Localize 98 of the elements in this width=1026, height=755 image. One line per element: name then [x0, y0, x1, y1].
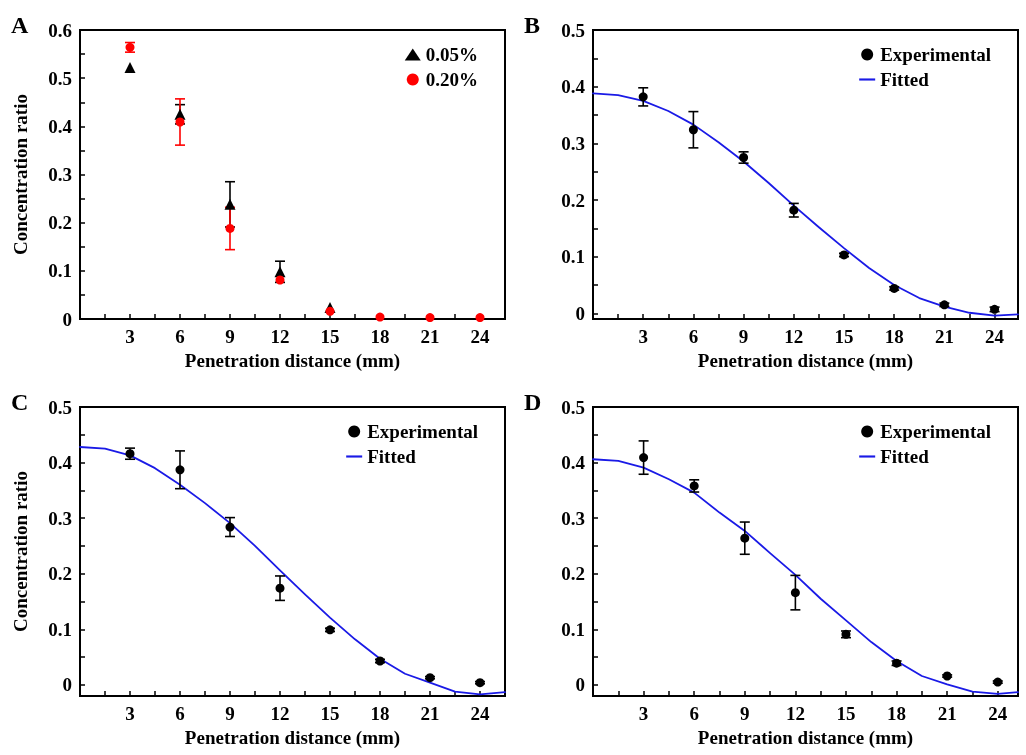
y-tick-label: 0.1	[561, 618, 585, 640]
point	[688, 125, 698, 135]
x-tick-label: 21	[934, 326, 954, 347]
x-tick-label: 9	[225, 326, 235, 347]
legend-label: Fitted	[880, 446, 930, 467]
x-tick-label: 18	[887, 703, 907, 724]
x-tick-label: 12	[270, 326, 290, 347]
y-tick-label: 0.3	[561, 507, 585, 529]
point	[475, 678, 485, 688]
point	[224, 198, 236, 210]
x-axis-title: Penetration distance (mm)	[697, 350, 914, 372]
point	[175, 465, 185, 475]
x-tick-label: 15	[320, 703, 340, 724]
y-tick-label: 0.2	[48, 563, 72, 585]
chart-title: D	[524, 389, 542, 415]
x-tick-label: 3	[125, 703, 135, 724]
y-tick-label: 0.1	[48, 260, 72, 282]
x-tick-label: 24	[988, 703, 1008, 724]
x-tick-label: 12	[784, 326, 804, 347]
y-tick-label: 0.6	[48, 19, 72, 41]
y-tick-label: 0.4	[561, 76, 586, 98]
legend-label: Experimental	[880, 44, 992, 65]
x-tick-label: 6	[175, 703, 185, 724]
x-tick-label: 24	[470, 326, 490, 347]
legend-label: 0.20%	[425, 69, 478, 90]
y-tick-label: 0.3	[48, 164, 72, 185]
y-tick-label: 0.4	[561, 452, 586, 474]
legend-label: Experimental	[367, 421, 479, 442]
y-tick-label: 0.5	[561, 19, 585, 41]
y-tick-label: 0.5	[48, 396, 72, 418]
x-tick-label: 24	[985, 326, 1005, 347]
legend-label: Fitted	[367, 446, 417, 467]
x-tick-label: 6	[688, 326, 699, 347]
chart-title: A	[11, 12, 29, 38]
point	[124, 62, 136, 74]
point	[275, 275, 285, 285]
y-tick-label: 0.3	[561, 132, 585, 154]
x-axis-title: Penetration distance (mm)	[184, 727, 401, 749]
y-tick-label: 0	[575, 302, 585, 324]
x-tick-label: 18	[370, 703, 390, 724]
chart-title: B	[524, 12, 541, 38]
x-tick-label: 12	[270, 703, 290, 724]
x-axis-title: Penetration distance (mm)	[184, 350, 401, 372]
y-tick-label: 0	[62, 674, 72, 696]
x-tick-label: 6	[175, 326, 185, 347]
y-axis-title: Concentration ratio	[10, 471, 31, 632]
x-tick-label: 21	[420, 703, 440, 724]
chart-title: C	[11, 389, 29, 415]
y-tick-label: 0.5	[561, 396, 585, 418]
x-axis-title: Penetration distance (mm)	[697, 727, 914, 749]
point	[375, 312, 385, 322]
x-tick-label: 21	[420, 326, 440, 347]
point	[942, 671, 952, 681]
legend-label: Experimental	[880, 421, 992, 442]
point	[425, 313, 435, 323]
x-tick-label: 15	[320, 326, 340, 347]
y-tick-label: 0	[62, 308, 72, 330]
point	[325, 306, 335, 316]
y-tick-label: 0.3	[48, 507, 72, 529]
x-tick-label: 24	[470, 703, 490, 724]
y-tick-label: 0.2	[561, 189, 585, 211]
y-tick-label: 0.2	[561, 563, 585, 585]
point	[475, 313, 485, 323]
x-tick-label: 9	[738, 326, 749, 347]
point	[275, 583, 285, 593]
point	[425, 673, 435, 683]
y-tick-label: 0.1	[48, 618, 72, 640]
point	[740, 533, 750, 543]
x-tick-label: 15	[836, 703, 856, 724]
legend-label: Fitted	[880, 69, 930, 90]
x-tick-label: 18	[884, 326, 904, 347]
point	[175, 117, 185, 127]
point	[993, 677, 1003, 687]
x-tick-label: 15	[834, 326, 854, 347]
y-tick-label: 0.2	[48, 212, 72, 234]
y-tick-label: 0.5	[48, 67, 72, 89]
x-tick-label: 3	[638, 703, 649, 724]
y-tick-label: 0	[575, 674, 585, 696]
x-tick-label: 12	[785, 703, 805, 724]
x-tick-label: 18	[370, 326, 390, 347]
x-tick-label: 9	[740, 703, 750, 724]
y-axis-title: Concentration ratio	[10, 94, 31, 255]
point	[639, 453, 649, 463]
y-tick-label: 0.4	[48, 115, 73, 137]
y-tick-label: 0.4	[48, 452, 73, 474]
x-tick-label: 9	[225, 703, 235, 724]
x-tick-label: 6	[689, 703, 699, 724]
point	[638, 92, 648, 102]
legend-label: 0.05%	[425, 44, 478, 65]
point	[790, 588, 800, 598]
point	[225, 522, 235, 532]
line-series	[592, 92, 1019, 317]
line-series	[79, 446, 506, 696]
point	[225, 223, 235, 233]
x-tick-label: 3	[638, 326, 648, 347]
y-tick-label: 0.1	[561, 246, 585, 268]
x-tick-label: 3	[125, 326, 135, 347]
x-tick-label: 21	[937, 703, 957, 724]
